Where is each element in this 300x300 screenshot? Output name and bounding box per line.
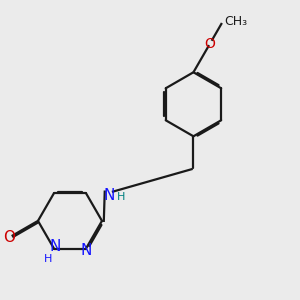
Text: CH₃: CH₃ — [224, 16, 247, 28]
Text: N: N — [81, 243, 92, 258]
Text: N: N — [103, 188, 115, 203]
Text: O: O — [205, 37, 215, 51]
Text: N: N — [49, 239, 61, 254]
Text: H: H — [44, 254, 52, 264]
Text: O: O — [4, 230, 16, 245]
Text: H: H — [117, 192, 125, 202]
